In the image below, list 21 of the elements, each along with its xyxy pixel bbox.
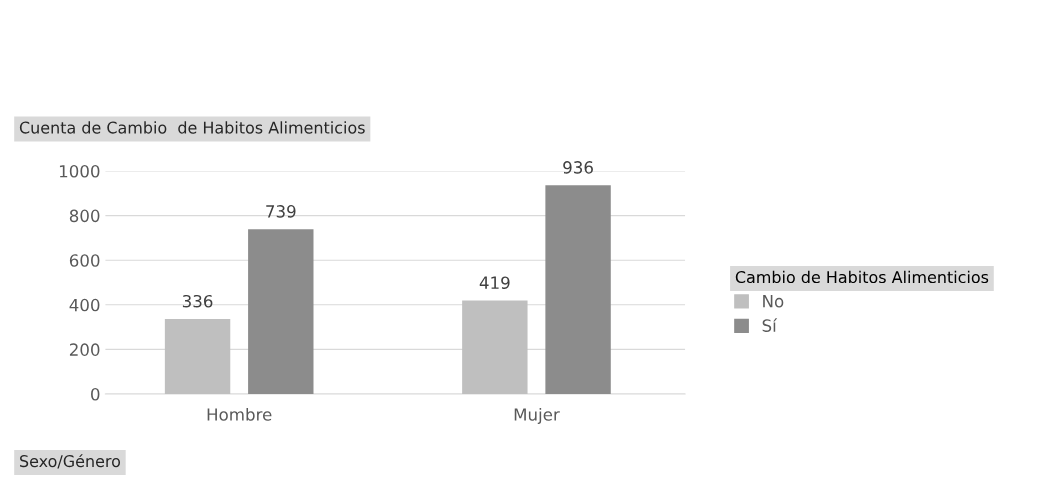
data-label: 739 — [266, 205, 296, 218]
x-tick-label: Hombre — [207, 407, 272, 421]
data-label: 336 — [182, 294, 213, 308]
data-label: 419 — [479, 276, 510, 289]
bar — [248, 229, 314, 394]
bar — [462, 300, 528, 394]
bar — [164, 319, 231, 394]
y-tick-label: 800 — [69, 209, 100, 223]
legend-label: Sí — [762, 318, 778, 332]
x-tick-label: Mujer — [514, 407, 560, 425]
y-tick-label: 400 — [69, 298, 100, 312]
legend-label: No — [763, 295, 784, 308]
x-axis-title: Sexo/Género — [20, 454, 121, 469]
bar — [545, 185, 611, 394]
y-tick-label: 0 — [91, 387, 100, 401]
data-label: 936 — [563, 161, 593, 174]
y-tick-label: 600 — [69, 254, 100, 267]
y-tick-label: 1000 — [59, 164, 100, 178]
chart-title: Cuenta de Cambio de Habitos Alimenticios — [19, 121, 365, 134]
y-tick-label: 200 — [69, 343, 100, 356]
legend-title: Cambio de Habitos Alimenticios — [735, 270, 989, 284]
